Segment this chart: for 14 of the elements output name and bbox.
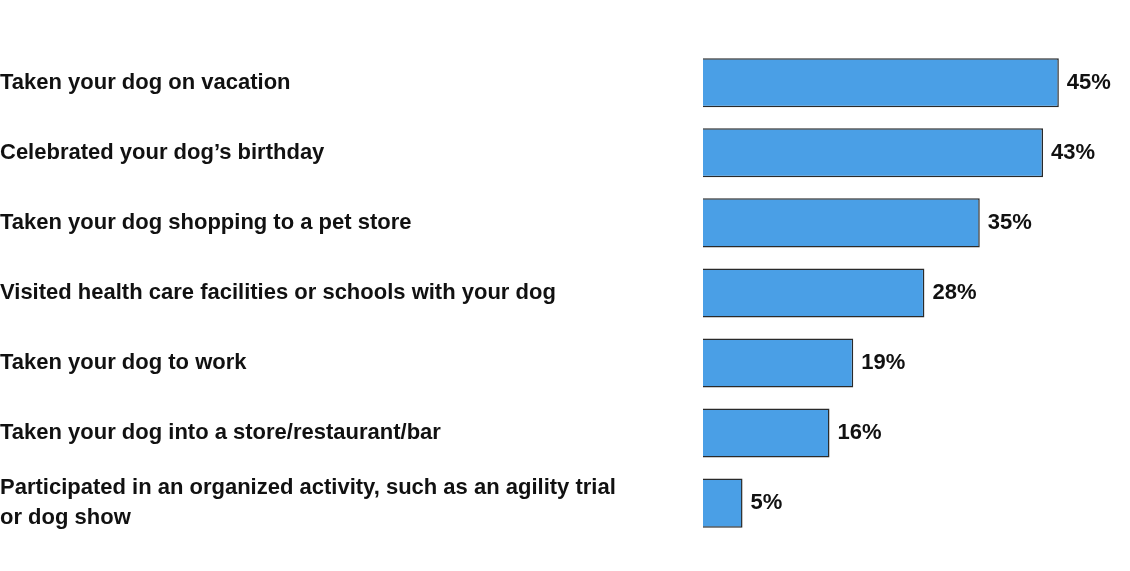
data-label: 28%: [932, 278, 977, 304]
data-label: 43%: [1051, 138, 1096, 164]
y-tick-label: Taken your dog on vacation: [0, 68, 291, 94]
y-tick-label: Taken your dog shopping to a pet store: [0, 208, 412, 234]
data-label: 5%: [750, 489, 783, 515]
y-tick-label: Celebrated your dog’s birthday: [0, 138, 326, 164]
y-tick-label: Participated in an organized activity, such as an agility trial or dog show: [0, 474, 616, 530]
data-label: 16%: [837, 419, 882, 445]
y-tick-label: Visited health care facilities or schools with your dog: [0, 278, 556, 304]
data-label: 45%: [1066, 68, 1111, 94]
data-label: 19%: [861, 349, 906, 375]
y-tick-label: Taken your dog into a store/restaurant/bar: [0, 419, 442, 445]
y-tick-label: Taken your dog to work: [0, 349, 248, 375]
data-label: 35%: [987, 208, 1032, 234]
